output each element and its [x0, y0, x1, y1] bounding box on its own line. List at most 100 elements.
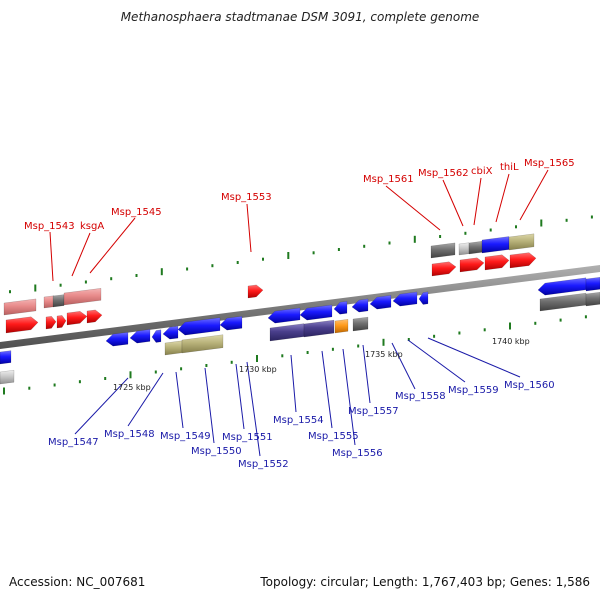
gene-label-cbix[interactable]: cbiX — [471, 166, 493, 177]
gene-label-msp-1557[interactable]: Msp_1557 — [348, 406, 399, 417]
gene-blue[interactable] — [129, 329, 151, 344]
scale-tick — [483, 328, 486, 332]
gene-red[interactable] — [86, 309, 103, 324]
scale-tick — [540, 219, 543, 227]
gene-label-msp-1562[interactable]: Msp_1562 — [418, 168, 469, 179]
scale-tick — [464, 231, 467, 235]
gene-red[interactable] — [66, 311, 88, 326]
scale-tick — [458, 331, 461, 335]
gene-silver[interactable] — [458, 242, 470, 256]
scale-tick — [104, 377, 107, 380]
gene-blue[interactable] — [299, 304, 333, 321]
gene-pink[interactable] — [63, 288, 102, 306]
leader-msp-1553 — [246, 203, 252, 253]
scale-label-1725: 1725 kbp — [113, 383, 151, 392]
gene-gray[interactable] — [352, 316, 369, 332]
gene-blue[interactable] — [351, 298, 369, 313]
scale-tick — [180, 367, 183, 371]
gene-label-msp-1558[interactable]: Msp_1558 — [395, 391, 446, 402]
gene-blue[interactable] — [219, 315, 243, 331]
gene-label-thil[interactable]: thiL — [500, 162, 519, 173]
scale-label-1730: 1730 kbp — [239, 365, 277, 374]
gene-gray[interactable] — [52, 294, 65, 308]
leader-msp-1543 — [49, 231, 54, 282]
leader-cbix — [473, 177, 482, 226]
scale-tick — [439, 235, 442, 238]
gene-label-msp-1554[interactable]: Msp_1554 — [273, 415, 324, 426]
gene-red[interactable] — [509, 252, 537, 269]
leader-msp-1547 — [74, 377, 129, 435]
gene-purple[interactable] — [269, 323, 305, 342]
leader-msp-1558 — [391, 342, 416, 390]
gene-label-msp-1551[interactable]: Msp_1551 — [222, 432, 273, 443]
scale-tick — [584, 315, 587, 319]
gene-blue[interactable] — [333, 301, 348, 315]
scale-tick — [565, 218, 568, 222]
gene-gray[interactable] — [430, 242, 456, 259]
leader-msp-1559 — [407, 339, 466, 383]
scale-tick — [205, 364, 208, 367]
gene-blue[interactable] — [481, 236, 510, 254]
genome-summary-text: Topology: circular; Length: 1,767,403 bp… — [260, 575, 590, 589]
gene-purple[interactable] — [303, 319, 335, 338]
gene-blue[interactable] — [105, 331, 129, 347]
gene-label-msp-1547[interactable]: Msp_1547 — [48, 437, 99, 448]
scale-tick — [34, 284, 37, 292]
gene-red[interactable] — [459, 257, 485, 273]
gene-khaki[interactable] — [508, 233, 535, 251]
gene-label-msp-1560[interactable]: Msp_1560 — [504, 380, 555, 391]
gene-red-msp-1553[interactable] — [247, 284, 264, 299]
gene-label-msp-1543[interactable]: Msp_1543 — [24, 221, 75, 232]
gene-label-msp-1553[interactable]: Msp_1553 — [221, 192, 272, 203]
gene-red[interactable] — [45, 316, 57, 330]
gene-label-msp-1549[interactable]: Msp_1549 — [160, 431, 211, 442]
leader-msp-1560 — [427, 337, 521, 378]
gene-label-msp-1561[interactable]: Msp_1561 — [363, 174, 414, 185]
leader-msp-1565 — [519, 169, 549, 221]
gene-label-msp-1559[interactable]: Msp_1559 — [448, 385, 499, 396]
gene-label-msp-1552[interactable]: Msp_1552 — [238, 459, 289, 470]
gene-label-msp-1550[interactable]: Msp_1550 — [191, 446, 242, 457]
gene-blue[interactable] — [537, 277, 587, 296]
scale-tick — [135, 274, 138, 277]
gene-red[interactable] — [431, 261, 457, 277]
gene-gray[interactable] — [468, 241, 483, 255]
gene-label-msp-1555[interactable]: Msp_1555 — [308, 431, 359, 442]
accession-text: Accession: NC_007681 — [9, 575, 146, 589]
scale-tick — [211, 264, 214, 268]
gene-blue[interactable] — [0, 350, 12, 365]
gene-blue[interactable] — [162, 325, 179, 340]
scale-tick — [534, 321, 537, 325]
leader-msp-1550 — [204, 367, 215, 444]
gene-khaki[interactable] — [164, 340, 183, 356]
scale-tick — [382, 338, 385, 346]
gene-pink[interactable] — [3, 298, 37, 316]
gene-blue[interactable] — [177, 317, 221, 336]
gene-blue[interactable] — [418, 291, 429, 305]
gene-gray[interactable] — [585, 291, 600, 307]
scale-tick — [515, 225, 517, 229]
gene-red[interactable] — [5, 316, 39, 334]
gene-silver[interactable] — [0, 369, 15, 385]
gene-khaki[interactable] — [181, 334, 224, 354]
gene-gray[interactable] — [539, 292, 587, 312]
gene-blue[interactable] — [151, 329, 162, 343]
gene-label-msp-1548[interactable]: Msp_1548 — [104, 429, 155, 440]
gene-blue[interactable] — [392, 291, 418, 307]
gene-label-msp-1545[interactable]: Msp_1545 — [111, 207, 162, 218]
gene-red[interactable] — [56, 315, 67, 329]
gene-label-msp-1565[interactable]: Msp_1565 — [524, 158, 575, 169]
scale-tick — [110, 277, 113, 281]
gene-orange[interactable] — [334, 319, 349, 334]
gene-red[interactable] — [484, 254, 510, 271]
gene-blue[interactable] — [585, 276, 600, 292]
gene-label-ksga[interactable]: ksgA — [80, 221, 104, 232]
gene-pink[interactable] — [43, 295, 55, 309]
leader-thil — [495, 173, 510, 223]
scale-tick — [363, 244, 366, 248]
gene-label-msp-1556[interactable]: Msp_1556 — [332, 448, 383, 459]
gene-blue[interactable] — [267, 307, 301, 324]
gene-blue[interactable] — [369, 295, 392, 310]
scale-tick — [78, 380, 81, 384]
